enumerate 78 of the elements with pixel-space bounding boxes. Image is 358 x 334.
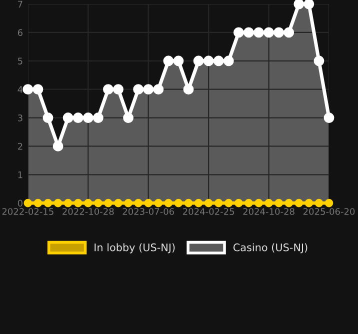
point bbox=[233, 27, 244, 38]
point bbox=[223, 56, 234, 66]
point bbox=[103, 84, 114, 95]
y-tick-label: 6 bbox=[18, 29, 22, 36]
point bbox=[104, 198, 112, 208]
point bbox=[134, 198, 142, 208]
point bbox=[314, 56, 324, 66]
x-tick-label: 2024-10-28 bbox=[243, 208, 294, 215]
point bbox=[62, 112, 74, 123]
point bbox=[203, 56, 214, 66]
point bbox=[274, 198, 283, 208]
x-tick-label: 2025-06-20 bbox=[303, 208, 355, 215]
point bbox=[84, 198, 92, 208]
point bbox=[214, 198, 223, 208]
point bbox=[32, 84, 44, 95]
point bbox=[113, 84, 124, 95]
point bbox=[304, 0, 314, 10]
point bbox=[154, 198, 163, 208]
point bbox=[124, 198, 132, 208]
point bbox=[194, 198, 203, 208]
point bbox=[24, 198, 32, 208]
point bbox=[52, 140, 64, 152]
y-tick-label: 7 bbox=[18, 0, 22, 8]
point bbox=[264, 198, 273, 208]
point bbox=[254, 27, 264, 38]
point bbox=[234, 198, 243, 208]
point bbox=[284, 198, 294, 208]
point bbox=[294, 0, 304, 10]
point bbox=[54, 198, 62, 208]
point bbox=[143, 84, 154, 95]
point bbox=[74, 198, 82, 208]
point bbox=[244, 27, 254, 38]
y-tick-label: 1 bbox=[18, 171, 22, 178]
point bbox=[72, 112, 84, 123]
point bbox=[244, 198, 253, 208]
point bbox=[82, 112, 94, 123]
point bbox=[123, 112, 134, 123]
x-tick-label: 2024-02-25 bbox=[183, 208, 234, 215]
point bbox=[274, 27, 284, 38]
legend-label: In lobby (US-NJ) bbox=[94, 243, 175, 254]
y-tick-label: 2 bbox=[18, 142, 22, 150]
point bbox=[173, 56, 184, 66]
point bbox=[94, 198, 102, 208]
point bbox=[294, 198, 304, 208]
y-tick-label: 4 bbox=[18, 86, 23, 93]
point bbox=[163, 56, 174, 66]
point bbox=[264, 27, 274, 38]
point bbox=[204, 198, 213, 208]
point bbox=[133, 84, 144, 95]
x-tick-label: 2022-02-15 bbox=[2, 208, 54, 215]
point bbox=[184, 198, 193, 208]
point bbox=[92, 112, 104, 123]
point bbox=[174, 198, 183, 208]
point bbox=[42, 112, 54, 123]
point bbox=[284, 27, 294, 38]
point bbox=[64, 198, 72, 208]
point bbox=[304, 198, 314, 208]
legend-label: Casino (US-NJ) bbox=[233, 243, 308, 254]
point bbox=[324, 198, 334, 208]
point bbox=[324, 112, 334, 123]
point bbox=[114, 198, 122, 208]
point bbox=[34, 198, 42, 208]
point bbox=[164, 198, 173, 208]
point bbox=[254, 198, 263, 208]
point bbox=[224, 198, 233, 208]
point bbox=[144, 198, 153, 208]
x-tick-label: 2022-10-28 bbox=[62, 208, 114, 215]
point bbox=[44, 198, 52, 208]
point bbox=[153, 84, 164, 95]
point bbox=[193, 56, 204, 66]
point bbox=[314, 198, 324, 208]
point bbox=[183, 84, 194, 95]
y-tick-label: 5 bbox=[18, 58, 22, 64]
y-tick-label: 3 bbox=[18, 114, 22, 122]
point bbox=[22, 84, 34, 95]
point bbox=[213, 56, 224, 66]
x-tick-label: 2023-07-06 bbox=[122, 208, 174, 215]
y-tick-label: 0 bbox=[18, 200, 22, 207]
